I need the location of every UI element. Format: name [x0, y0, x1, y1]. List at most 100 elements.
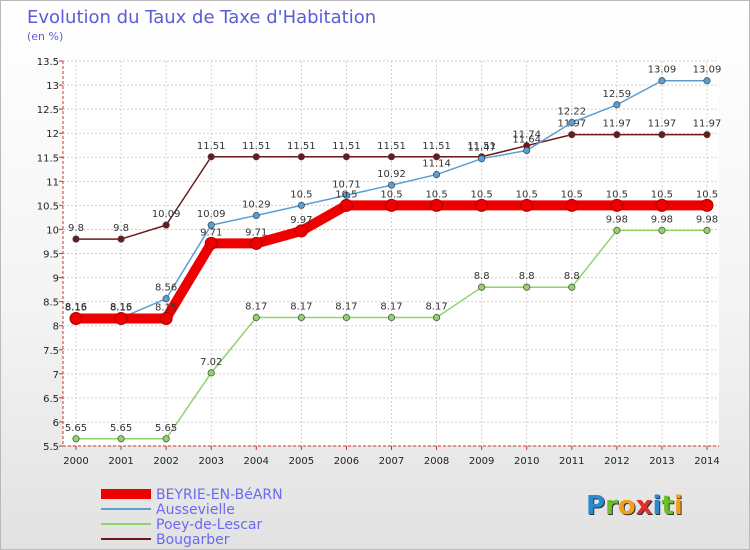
data-point [433, 153, 441, 161]
data-label: 9.8 [68, 223, 84, 234]
data-point [655, 198, 669, 212]
data-label: 11.51 [422, 141, 451, 152]
y-tick-label: 9.5 [43, 250, 59, 261]
data-label: 10.09 [152, 209, 181, 220]
data-point [430, 198, 444, 212]
data-point [613, 101, 621, 109]
data-point [252, 153, 260, 161]
x-tick-label: 2008 [424, 456, 449, 467]
data-point [658, 77, 666, 85]
y-tick-label: 9 [53, 274, 59, 285]
data-point [475, 198, 489, 212]
data-label: 11.51 [242, 141, 271, 152]
legend-label: Poey-de-Lescar [156, 517, 263, 533]
data-label: 8.15 [110, 302, 132, 313]
x-tick-label: 2007 [379, 456, 404, 467]
data-label: 10.5 [290, 189, 312, 200]
x-tick-label: 2005 [289, 456, 314, 467]
data-point [478, 155, 486, 163]
data-label: 8.8 [564, 271, 580, 282]
data-label: 13.09 [693, 65, 722, 76]
data-point [297, 313, 305, 322]
y-tick-label: 11 [46, 177, 59, 188]
data-label: 11.51 [377, 141, 406, 152]
data-label: 12.22 [557, 107, 586, 118]
data-label: 9.71 [245, 227, 267, 238]
data-label: 11.97 [693, 119, 722, 130]
data-point [523, 283, 531, 291]
data-label: 11.64 [512, 135, 541, 146]
y-tick-label: 13.5 [37, 57, 59, 68]
data-point [613, 131, 621, 139]
data-label: 10.5 [606, 189, 628, 200]
data-point [207, 369, 215, 377]
x-tick-label: 2006 [334, 456, 359, 467]
data-point [117, 235, 125, 243]
data-point [703, 77, 711, 85]
y-tick-label: 12.5 [37, 105, 59, 116]
data-point [204, 236, 218, 250]
data-point [610, 198, 624, 212]
data-label: 10.5 [471, 189, 493, 200]
data-point [700, 198, 714, 212]
x-tick-label: 2003 [198, 456, 223, 467]
data-label: 8.16 [65, 302, 87, 313]
logo-letter: i [673, 491, 683, 521]
data-point [387, 313, 396, 322]
data-point [703, 131, 711, 139]
data-label: 11.14 [422, 159, 451, 170]
data-label: 10.5 [651, 189, 673, 200]
data-point [72, 235, 80, 243]
data-point [339, 198, 353, 212]
data-label: 11.51 [332, 141, 361, 152]
data-point [565, 198, 579, 212]
data-point [658, 226, 666, 234]
data-point [162, 435, 170, 443]
data-label: 8.8 [519, 271, 535, 282]
data-point [162, 221, 170, 229]
x-tick-label: 2004 [244, 456, 269, 467]
logo-letter: x [635, 491, 653, 521]
data-label: 11.97 [648, 119, 677, 130]
data-label: 9.97 [290, 215, 312, 226]
y-tick-label: 8 [53, 322, 59, 333]
legend-label: Bougarber [156, 532, 230, 548]
data-label: 9.98 [651, 214, 673, 225]
x-tick-label: 2009 [469, 456, 494, 467]
data-label: 9.71 [200, 227, 222, 238]
data-label: 8.15 [155, 302, 177, 313]
data-point [114, 311, 128, 325]
data-label: 10.92 [377, 169, 406, 180]
data-label: 11.97 [603, 119, 632, 130]
data-label: 11.51 [467, 141, 496, 152]
logo-letter: o [617, 491, 636, 521]
data-point [207, 221, 215, 229]
data-point [117, 435, 125, 443]
data-label: 8.56 [155, 283, 177, 294]
y-tick-label: 8.5 [43, 298, 59, 309]
y-tick-label: 12 [46, 129, 59, 140]
data-label: 10.09 [197, 209, 226, 220]
data-label: 11.51 [287, 141, 316, 152]
data-label: 10.5 [335, 189, 357, 200]
data-label: 8.17 [335, 302, 357, 313]
data-label: 5.65 [110, 423, 132, 434]
data-label: 12.59 [603, 89, 632, 100]
data-label: 11.47 [467, 143, 496, 154]
x-tick-label: 2000 [63, 456, 88, 467]
data-point [252, 313, 260, 322]
data-label: 5.65 [155, 423, 177, 434]
data-label: 9.98 [606, 214, 628, 225]
data-label: 10.5 [561, 189, 583, 200]
data-label: 5.65 [65, 423, 87, 434]
y-tick-label: 6.5 [43, 394, 59, 405]
data-point [69, 311, 83, 325]
data-point [294, 224, 308, 238]
unit-label: (en %) [27, 30, 64, 43]
x-tick-label: 2013 [649, 456, 674, 467]
data-label: 8.17 [245, 302, 267, 313]
data-label: 10.5 [516, 189, 538, 200]
data-point [342, 153, 350, 161]
x-tick-label: 2010 [514, 456, 539, 467]
